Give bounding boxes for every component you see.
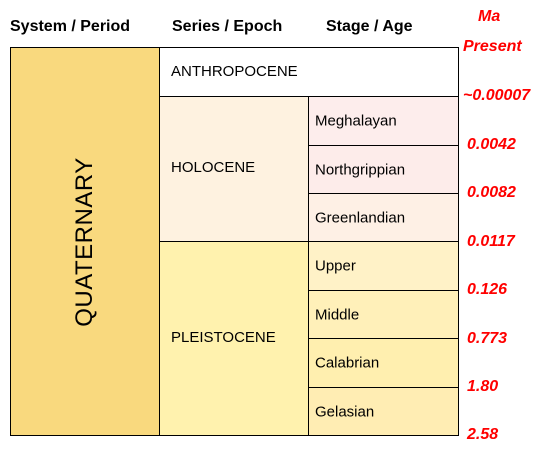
boundary-upper: 0.126 — [467, 281, 508, 298]
epoch-pleistocene-label: PLEISTOCENE — [171, 329, 276, 346]
age-calabrian: Calabrian — [308, 338, 459, 388]
age-label: Gelasian — [315, 403, 375, 420]
age-label: Middle — [315, 306, 360, 323]
epoch-holocene-label: HOLOCENE — [171, 159, 256, 176]
epoch-anthropocene: ANTHROPOCENE — [159, 47, 459, 97]
boundary-present: Present — [463, 38, 522, 55]
age-label: Greenlandian — [315, 209, 406, 226]
epoch-anthropocene-label: ANTHROPOCENE — [171, 63, 298, 80]
age-northgrippian: Northgrippian — [308, 145, 459, 194]
boundary-calabrian: 1.80 — [467, 378, 499, 395]
age-label: Meghalayan — [315, 112, 397, 130]
age-label: Upper — [315, 257, 356, 275]
age-upper: Upper — [308, 241, 459, 291]
period-label: QUATERNARY — [71, 156, 98, 327]
age-label: Northgrippian — [315, 161, 406, 178]
age-meghalayan: Meghalayan — [308, 96, 459, 146]
age-middle: Middle — [308, 290, 459, 339]
boundary-gelasian: 2.58 — [467, 426, 499, 443]
header-series-epoch: Series / Epoch — [172, 18, 283, 35]
period-quaternary: QUATERNARY — [10, 47, 160, 436]
header-stage-age: Stage / Age — [326, 18, 413, 35]
header-system-period: System / Period — [10, 18, 131, 35]
age-label: Calabrian — [315, 354, 380, 372]
boundary-middle: 0.773 — [467, 330, 508, 347]
boundary-meghalayan: 0.0042 — [467, 136, 516, 153]
header-ma: Ma — [478, 8, 501, 25]
age-greenlandian: Greenlandian — [308, 193, 459, 242]
boundary-northgrippian: 0.0082 — [467, 184, 516, 201]
epoch-pleistocene: PLEISTOCENE — [159, 241, 309, 436]
age-gelasian: Gelasian — [308, 387, 459, 436]
epoch-holocene: HOLOCENE — [159, 96, 309, 242]
boundary-anthropocene: ~0.00007 — [463, 87, 531, 104]
boundary-greenlandian: 0.0117 — [467, 233, 515, 250]
